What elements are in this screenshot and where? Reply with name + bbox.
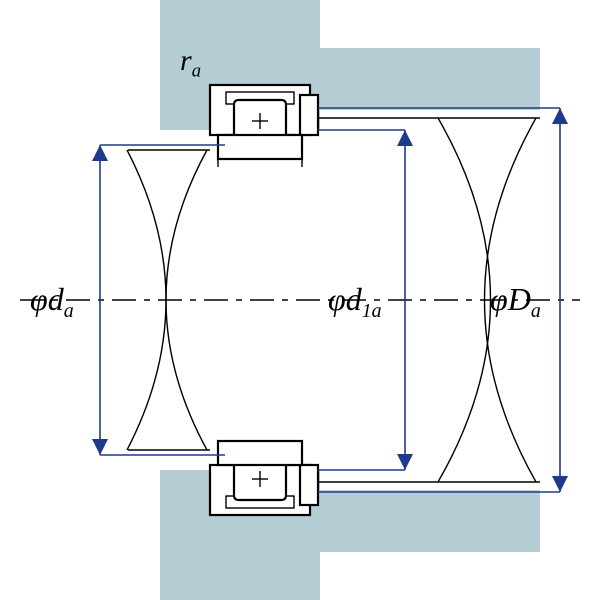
housing-right-bottom bbox=[300, 490, 540, 552]
inner-ring-bottom bbox=[218, 441, 302, 465]
snap-ring-top bbox=[300, 95, 318, 135]
label-Da: φDa bbox=[490, 281, 541, 322]
label-d1a: φd1a bbox=[328, 281, 382, 322]
label-da: φda bbox=[30, 281, 74, 322]
snap-ring-bottom bbox=[300, 465, 318, 505]
inner-ring-top bbox=[218, 135, 302, 159]
housing-right-top bbox=[300, 48, 540, 110]
bearing-diagram: raφdaφd1aφDa bbox=[0, 0, 600, 600]
